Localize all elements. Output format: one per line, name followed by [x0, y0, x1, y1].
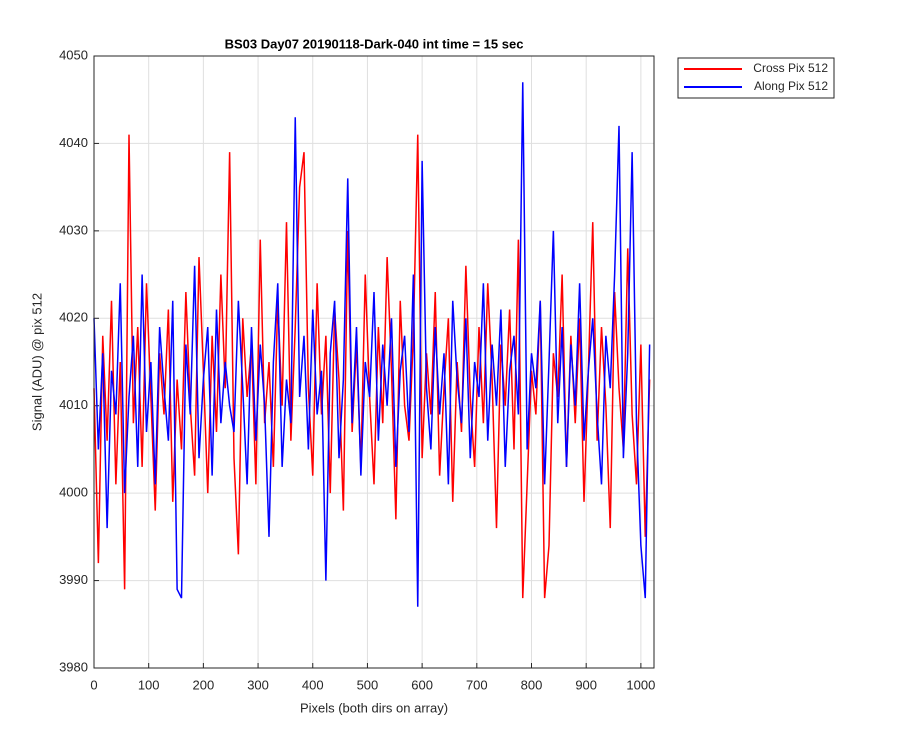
- y-tick-label: 4020: [59, 310, 88, 325]
- legend-label: Cross Pix 512: [753, 61, 828, 75]
- x-tick-label: 1000: [626, 677, 655, 692]
- y-tick-label: 4050: [59, 47, 88, 62]
- y-tick-label: 3990: [59, 572, 88, 587]
- x-tick-label: 100: [138, 677, 160, 692]
- y-tick-label: 4000: [59, 485, 88, 500]
- x-tick-label: 400: [302, 677, 324, 692]
- y-tick-label: 3980: [59, 659, 88, 674]
- x-tick-label: 700: [466, 677, 488, 692]
- legend-label: Along Pix 512: [754, 79, 828, 93]
- x-tick-label: 200: [193, 677, 215, 692]
- y-tick-label: 4040: [59, 135, 88, 150]
- data-line: [93, 82, 651, 607]
- y-tick-label: 4030: [59, 222, 88, 237]
- x-tick-label: 500: [357, 677, 379, 692]
- axes-box: [93, 55, 655, 669]
- chart-title: BS03 Day07 20190118-Dark-040 int time = …: [225, 36, 524, 51]
- x-tick-label: 300: [247, 677, 269, 692]
- x-tick-label: 0: [90, 677, 97, 692]
- y-tick-label: 4010: [59, 397, 88, 412]
- x-tick-label: 800: [521, 677, 543, 692]
- x-tick-label: 900: [575, 677, 597, 692]
- x-tick-label: 600: [411, 677, 433, 692]
- y-axis-label: Signal (ADU) @ pix 512: [29, 293, 44, 431]
- x-axis-label: Pixels (both dirs on array): [300, 700, 448, 715]
- legend-box: [677, 57, 835, 99]
